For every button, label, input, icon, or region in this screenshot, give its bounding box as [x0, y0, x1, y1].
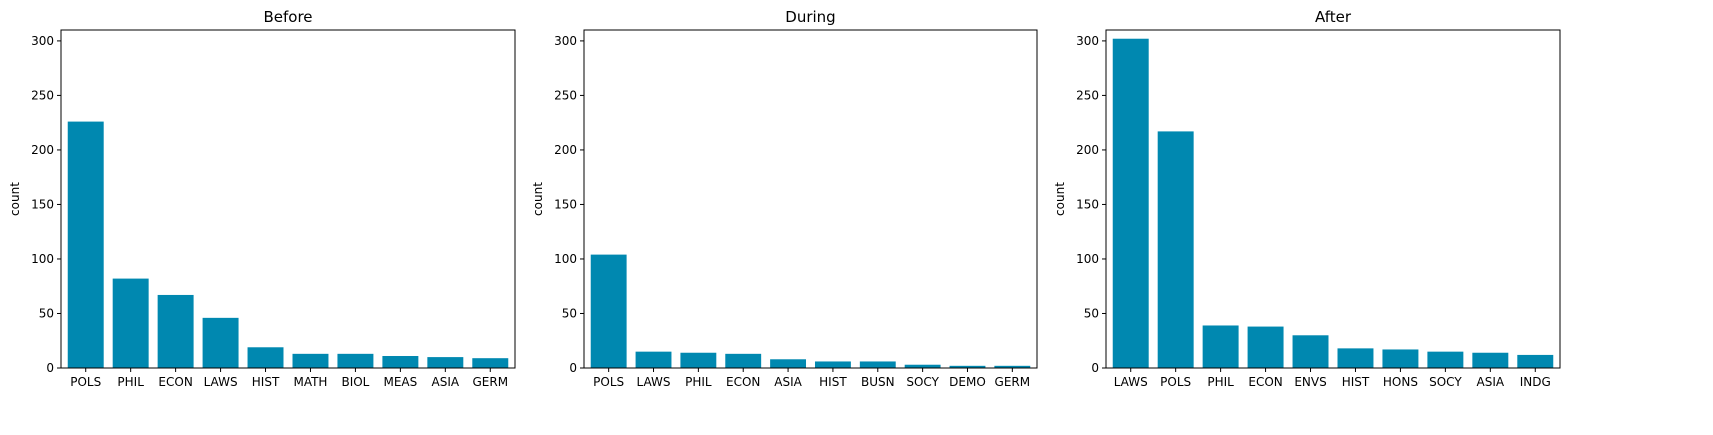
- x-tick-label: ECON: [1248, 375, 1282, 389]
- x-tick-label: ENVS: [1294, 375, 1326, 389]
- bar-hist: [247, 347, 284, 368]
- x-tick-label: LAWS: [637, 375, 671, 389]
- y-tick-label: 150: [554, 197, 577, 211]
- bar-laws: [635, 351, 672, 368]
- y-tick-label: 100: [554, 252, 577, 266]
- x-tick-label: HONS: [1383, 375, 1418, 389]
- x-tick-label: PHIL: [1207, 375, 1234, 389]
- x-tick-label: POLS: [593, 375, 624, 389]
- plot-frame: [1105, 29, 1561, 369]
- y-tick-label: 0: [46, 361, 54, 375]
- x-tick-label: LAWS: [1114, 375, 1148, 389]
- y-tick-label: 200: [554, 143, 577, 157]
- x-tick-label: BIOL: [341, 375, 369, 389]
- y-tick-label: 100: [31, 252, 54, 266]
- x-tick-label: MATH: [293, 375, 327, 389]
- bar-phil: [1202, 325, 1239, 368]
- y-tick-label: 200: [31, 143, 54, 157]
- y-axis-label: count: [531, 182, 545, 216]
- x-tick-label: HIST: [252, 375, 280, 389]
- x-tick-label: POLS: [70, 375, 101, 389]
- x-tick-label: HIST: [1342, 375, 1370, 389]
- y-tick-label: 50: [39, 306, 54, 320]
- bar-demo: [949, 365, 986, 368]
- x-tick-label: ASIA: [774, 375, 802, 389]
- bar-asia: [770, 359, 807, 368]
- bar-math: [292, 353, 329, 368]
- y-tick-label: 150: [31, 197, 54, 211]
- bar-econ: [725, 353, 762, 368]
- chart-title: Before: [263, 8, 312, 26]
- x-tick-label: HIST: [819, 375, 847, 389]
- x-tick-label: POLS: [1160, 375, 1191, 389]
- bar-envs: [1292, 335, 1329, 368]
- x-tick-label: SOCY: [1429, 375, 1462, 389]
- bar-socy: [1427, 351, 1464, 368]
- x-tick-label: SOCY: [906, 375, 939, 389]
- bar-phil: [112, 278, 149, 368]
- bar-hist: [814, 361, 851, 368]
- y-tick-label: 0: [569, 361, 577, 375]
- bar-pols: [590, 254, 627, 368]
- y-tick-label: 150: [1076, 197, 1099, 211]
- bar-meas: [382, 356, 419, 368]
- bar-pols: [1157, 131, 1194, 368]
- plot-frame: [583, 29, 1038, 369]
- bar-asia: [427, 357, 464, 368]
- bar-germ: [472, 358, 509, 368]
- bar-phil: [680, 352, 717, 368]
- y-tick-label: 250: [31, 88, 54, 102]
- chart-title: During: [785, 8, 835, 26]
- bar-socy: [904, 364, 941, 368]
- bar-pols: [67, 121, 104, 368]
- x-tick-label: DEMO: [949, 375, 986, 389]
- y-tick-label: 250: [1076, 88, 1099, 102]
- plot-frame: [60, 29, 516, 369]
- x-tick-label: PHIL: [685, 375, 712, 389]
- x-tick-label: BUSN: [861, 375, 895, 389]
- y-axis-label: count: [1053, 182, 1067, 216]
- y-tick-label: 50: [562, 306, 577, 320]
- x-tick-label: ASIA: [432, 375, 460, 389]
- bar-busn: [859, 361, 896, 368]
- x-tick-label: PHIL: [117, 375, 144, 389]
- chart-title: After: [1315, 8, 1352, 26]
- bar-hons: [1382, 349, 1419, 368]
- bar-asia: [1472, 352, 1509, 368]
- x-tick-label: INDG: [1520, 375, 1551, 389]
- bar-biol: [337, 353, 374, 368]
- y-tick-label: 300: [554, 34, 577, 48]
- y-tick-label: 50: [1084, 306, 1099, 320]
- y-axis-label: count: [8, 182, 22, 216]
- x-tick-label: MEAS: [383, 375, 417, 389]
- y-tick-label: 200: [1076, 143, 1099, 157]
- y-tick-label: 300: [1076, 34, 1099, 48]
- x-tick-label: ASIA: [1477, 375, 1505, 389]
- bar-hist: [1337, 348, 1374, 368]
- x-tick-label: GERM: [995, 375, 1031, 389]
- bar-laws: [202, 317, 239, 368]
- x-tick-label: GERM: [472, 375, 508, 389]
- y-tick-label: 300: [31, 34, 54, 48]
- x-tick-label: ECON: [726, 375, 760, 389]
- x-tick-label: LAWS: [204, 375, 238, 389]
- x-tick-label: ECON: [158, 375, 192, 389]
- bar-econ: [157, 294, 194, 368]
- bar-econ: [1247, 326, 1284, 368]
- bar-germ: [994, 365, 1031, 368]
- y-tick-label: 250: [554, 88, 577, 102]
- y-tick-label: 100: [1076, 252, 1099, 266]
- y-tick-label: 0: [1091, 361, 1099, 375]
- bar-indg: [1517, 354, 1554, 368]
- bar-laws: [1112, 38, 1149, 368]
